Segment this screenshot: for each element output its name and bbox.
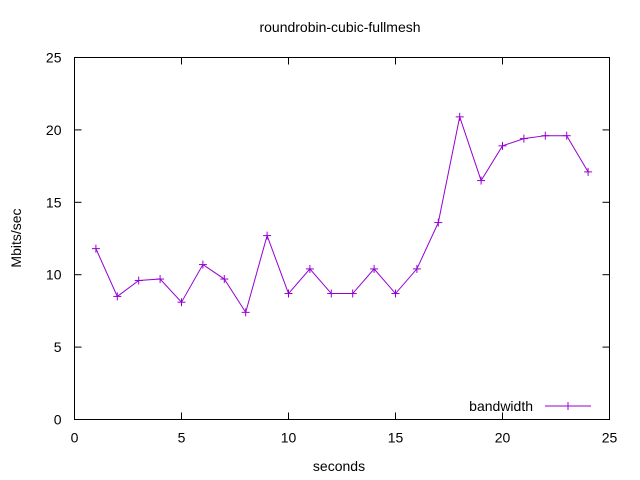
y-tick-label: 5 xyxy=(54,339,62,355)
data-point xyxy=(519,134,528,143)
x-tick-label: 5 xyxy=(178,430,186,446)
y-tick-label: 0 xyxy=(54,412,62,428)
legend-sample xyxy=(545,402,591,410)
data-point xyxy=(391,289,400,298)
data-point xyxy=(412,264,421,273)
data-point xyxy=(498,141,507,150)
x-axis-title: seconds xyxy=(313,458,365,474)
data-point xyxy=(134,276,143,285)
data-point xyxy=(91,244,100,253)
series-layer xyxy=(91,112,593,317)
axes: 0 5 10 15 20 25 0 5 10 15 20 25 xyxy=(46,50,618,446)
data-point xyxy=(455,112,464,121)
y-tick-label: 20 xyxy=(46,122,62,138)
legend: bandwidth xyxy=(469,398,591,414)
data-point xyxy=(305,264,314,273)
data-point xyxy=(284,289,293,298)
x-tick-label: 25 xyxy=(602,430,618,446)
y-tick-label: 10 xyxy=(46,267,62,283)
data-point xyxy=(156,275,165,284)
x-tick-label: 15 xyxy=(388,430,404,446)
data-point xyxy=(241,308,250,317)
data-point xyxy=(263,231,272,240)
data-point xyxy=(348,289,357,298)
data-point xyxy=(434,218,443,227)
data-point xyxy=(113,292,122,301)
data-point xyxy=(220,275,229,284)
y-tick-label: 25 xyxy=(46,50,62,66)
data-point xyxy=(198,260,207,269)
series-line xyxy=(95,114,589,314)
data-point xyxy=(327,289,336,298)
y-axis-title: Mbits/sec xyxy=(8,208,24,267)
data-point xyxy=(370,264,379,273)
data-point xyxy=(477,176,486,185)
y-tick-label: 15 xyxy=(46,194,62,210)
legend-label: bandwidth xyxy=(469,398,533,414)
x-tick-label: 20 xyxy=(495,430,511,446)
data-point xyxy=(562,131,571,140)
data-point xyxy=(177,298,186,307)
data-point xyxy=(584,167,593,176)
chart-title: roundrobin-cubic-fullmesh xyxy=(259,19,420,35)
x-tick-label: 10 xyxy=(281,430,297,446)
data-point xyxy=(541,131,550,140)
x-tick-label: 0 xyxy=(71,430,79,446)
plot-frame xyxy=(74,57,610,420)
